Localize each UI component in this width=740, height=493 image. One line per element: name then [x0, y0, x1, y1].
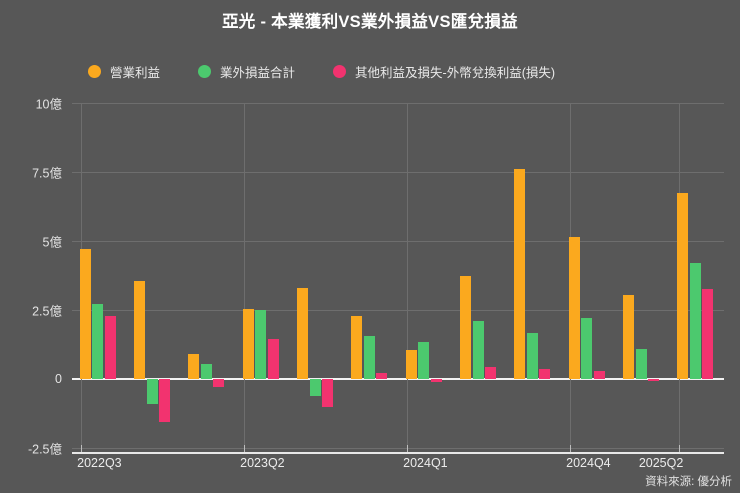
bar[interactable]	[255, 310, 267, 379]
plot-area: 10億 7.5億 5億 2.5億 0 -2.5億	[28, 98, 724, 457]
bar[interactable]	[213, 379, 225, 388]
x-axis-tick-label: 2023Q2	[240, 456, 285, 470]
x-axis-tick-label: 2024Q1	[403, 456, 448, 470]
bar[interactable]	[134, 281, 145, 379]
y-axis-tick-label: 0	[55, 372, 62, 386]
legend-item[interactable]: 營業利益	[88, 62, 160, 81]
legend-item[interactable]: 其他利益及損失-外幣兌換利益(損失)	[333, 62, 555, 81]
x-axis-tick-mark	[81, 445, 83, 452]
bar[interactable]	[689, 263, 701, 379]
bar[interactable]	[159, 379, 170, 422]
bar[interactable]	[376, 373, 388, 379]
legend-marker-icon	[88, 65, 101, 78]
x-gridline	[407, 103, 409, 448]
bar[interactable]	[430, 379, 442, 382]
bar[interactable]	[623, 294, 634, 379]
bar[interactable]	[514, 169, 526, 379]
bar[interactable]	[146, 379, 158, 404]
bar[interactable]	[363, 336, 375, 379]
bar[interactable]	[322, 379, 333, 407]
bar[interactable]	[581, 318, 593, 379]
zero-line	[72, 378, 724, 380]
source-note: 資料來源: 優分析	[645, 476, 732, 488]
bar[interactable]	[405, 350, 417, 379]
y-axis-tick-label: -2.5億	[27, 442, 62, 457]
y-axis-tick-label: 10億	[35, 97, 62, 112]
bar[interactable]	[460, 275, 471, 379]
gridline	[72, 448, 724, 449]
gridline	[72, 103, 724, 104]
legend-marker-icon	[333, 65, 347, 78]
x-axis-tick-mark	[407, 445, 409, 452]
y-axis-tick-label: 7.5億	[32, 166, 62, 181]
legend-label: 其他利益及損失-外幣兌換利益(損失)	[355, 66, 556, 80]
bar[interactable]	[267, 338, 279, 379]
legend-label: 業外損益合計	[220, 66, 296, 80]
gridline	[72, 241, 724, 242]
x-gridline	[244, 103, 246, 448]
bar[interactable]	[635, 348, 647, 379]
chart-title: 亞光 - 本業獲利VS業外損益VS匯兌損益	[222, 13, 518, 31]
bar[interactable]	[104, 315, 116, 379]
bar[interactable]	[472, 321, 484, 379]
bar[interactable]	[242, 308, 254, 379]
bar[interactable]	[702, 289, 714, 379]
bar[interactable]	[568, 236, 580, 379]
bar[interactable]	[188, 354, 200, 379]
bar[interactable]	[92, 304, 104, 379]
bar[interactable]	[539, 369, 551, 379]
bar[interactable]	[297, 287, 308, 379]
chart-legend: 營業利益 業外損益合計 其他利益及損失-外幣兌換利益(損失)	[88, 62, 593, 81]
x-axis-tick-mark	[678, 445, 680, 452]
gridline	[72, 172, 724, 173]
x-axis-tick-label: 2025Q2	[638, 456, 684, 470]
bar[interactable]	[79, 249, 91, 379]
x-axis-tick-mark	[244, 445, 246, 452]
y-axis-tick-label: 2.5億	[32, 304, 62, 319]
x-axis-tick-label: 2024Q4	[566, 456, 611, 470]
bar[interactable]	[485, 366, 496, 379]
x-axis-tick-label: 2022Q3	[77, 456, 122, 470]
bar[interactable]	[677, 192, 689, 379]
bar[interactable]	[648, 379, 659, 381]
bar[interactable]	[418, 341, 430, 379]
legend-marker-icon	[198, 65, 212, 78]
bar[interactable]	[526, 333, 538, 379]
x-axis-tick-mark	[570, 445, 572, 452]
legend-item[interactable]: 業外損益合計	[198, 62, 295, 81]
bar[interactable]	[351, 315, 363, 379]
bar[interactable]	[309, 379, 321, 396]
y-axis-tick-label: 5億	[42, 235, 62, 250]
legend-label: 營業利益	[110, 66, 161, 80]
x-axis-line	[72, 452, 724, 454]
gridline	[72, 310, 724, 311]
bar[interactable]	[593, 370, 605, 379]
bar[interactable]	[200, 363, 212, 379]
